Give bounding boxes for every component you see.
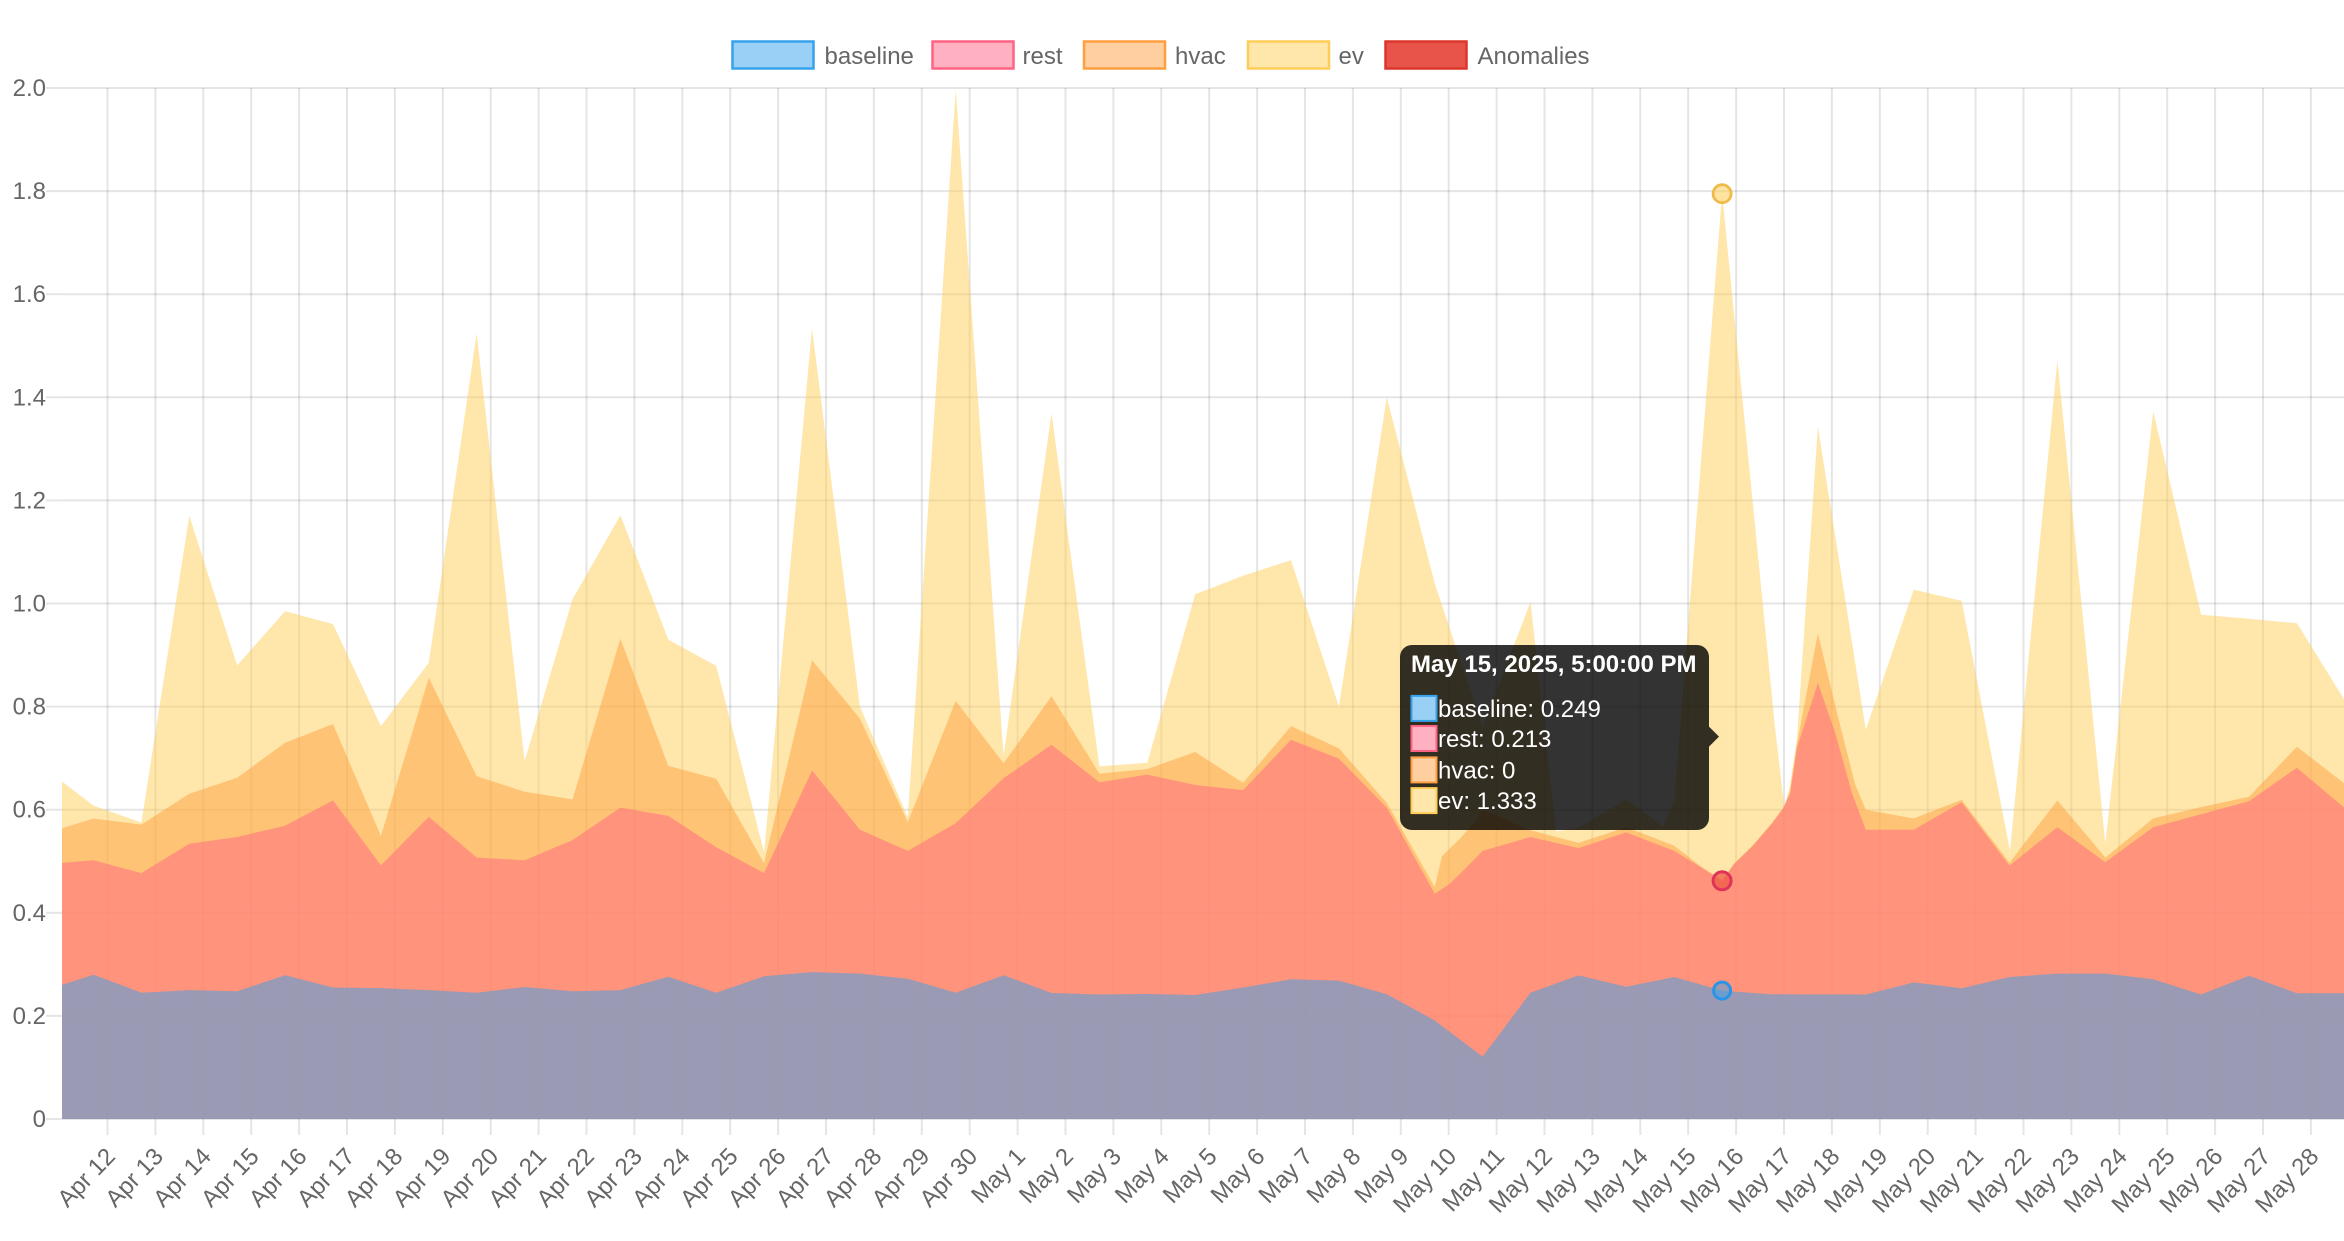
svg-text:1.8: 1.8 [13,178,46,205]
svg-text:1.0: 1.0 [13,591,46,618]
svg-text:baseline: baseline [825,43,914,70]
svg-text:0: 0 [33,1106,46,1133]
svg-text:2.0: 2.0 [13,75,46,102]
svg-text:ev: ev [1339,43,1364,70]
svg-text:1.2: 1.2 [13,487,46,514]
svg-text:0.2: 0.2 [13,1003,46,1030]
svg-text:1.4: 1.4 [13,384,46,411]
svg-text:hvac: 0: hvac: 0 [1438,757,1515,784]
svg-text:1.6: 1.6 [13,281,46,308]
svg-text:0.4: 0.4 [13,900,46,927]
svg-text:0.8: 0.8 [13,694,46,721]
svg-text:rest: rest [1023,43,1063,70]
svg-text:ev: 1.333: ev: 1.333 [1438,788,1537,815]
svg-text:rest: 0.213: rest: 0.213 [1438,726,1551,753]
svg-text:hvac: hvac [1175,43,1226,70]
svg-text:0.6: 0.6 [13,797,46,824]
svg-text:baseline: 0.249: baseline: 0.249 [1438,696,1601,723]
svg-text:May 15, 2025, 5:00:00 PM: May 15, 2025, 5:00:00 PM [1411,651,1697,678]
svg-text:Anomalies: Anomalies [1478,43,1590,70]
